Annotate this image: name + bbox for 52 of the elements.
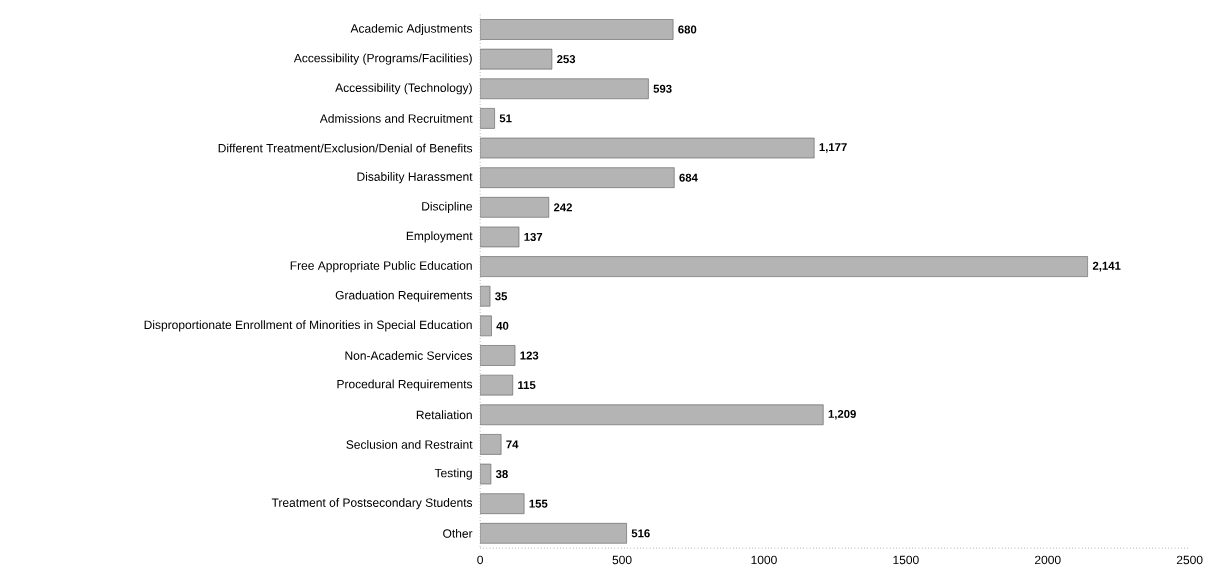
data-label: 593 — [653, 84, 672, 93]
bar — [480, 256, 1089, 277]
bar — [480, 78, 649, 100]
y-tick-label: Procedural Requirements — [337, 379, 473, 391]
data-label: 684 — [679, 173, 698, 182]
y-tick-label: Discipline — [422, 201, 473, 213]
data-label: 123 — [520, 351, 539, 360]
data-label: 40 — [496, 321, 509, 330]
data-label: 1,177 — [819, 143, 847, 153]
x-tick-label: 1500 — [893, 555, 919, 565]
y-tick-label: Testing — [434, 468, 472, 480]
data-label: 253 — [557, 55, 576, 64]
y-tick-label: Free Appropriate Public Education — [290, 261, 472, 273]
y-tick-label: Different Treatment/Exclusion/Denial of Benefits — [218, 143, 473, 153]
bar — [480, 137, 815, 159]
data-label: 74 — [506, 440, 519, 449]
data-label: 155 — [529, 499, 548, 508]
y-tick-label: Disability Harassment — [357, 172, 473, 184]
bar — [480, 523, 627, 544]
data-label: 51 — [499, 114, 512, 123]
data-label: 38 — [495, 470, 508, 479]
data-label: 680 — [678, 25, 697, 34]
bar — [480, 493, 525, 515]
y-tick-label: Accessibility (Technology) — [335, 83, 472, 95]
bar — [480, 19, 674, 40]
data-label: 115 — [518, 381, 536, 390]
bar — [480, 345, 516, 366]
y-tick-label: Accessibility (Programs/Facilities) — [293, 53, 472, 65]
x-tick-label: 2500 — [1176, 555, 1203, 565]
y-tick-label: Disproportionate Enrollment of Minorities in Special Education — [144, 320, 472, 332]
data-label: 35 — [495, 292, 508, 301]
bar — [480, 404, 824, 426]
data-label: 1,209 — [828, 410, 856, 420]
bar — [480, 167, 675, 189]
data-label: 137 — [524, 233, 543, 242]
x-tick-label: 0 — [477, 555, 484, 565]
y-tick-label: Treatment of Postsecondary Students — [271, 498, 473, 510]
y-tick-label: Graduation Requirements — [335, 290, 473, 302]
y-tick-label: Non-Academic Services — [345, 351, 473, 361]
data-label: 2,141 — [1092, 261, 1121, 272]
data-label: 516 — [631, 529, 650, 538]
y-tick-label: Employment — [406, 231, 473, 243]
bar — [480, 197, 550, 218]
y-tick-label: Academic Adjustments — [350, 23, 473, 36]
data-label: 242 — [553, 203, 572, 212]
x-tick-label: 1000 — [751, 555, 777, 565]
y-tick-label: Admissions and Recruitment — [319, 114, 473, 123]
y-tick-label: Retaliation — [416, 410, 472, 420]
y-tick-label: Other — [443, 529, 473, 538]
x-tick-label: 2000 — [1035, 555, 1061, 565]
y-tick-label: Seclusion and Restraint — [346, 440, 473, 449]
x-tick-label: 500 — [612, 555, 632, 565]
